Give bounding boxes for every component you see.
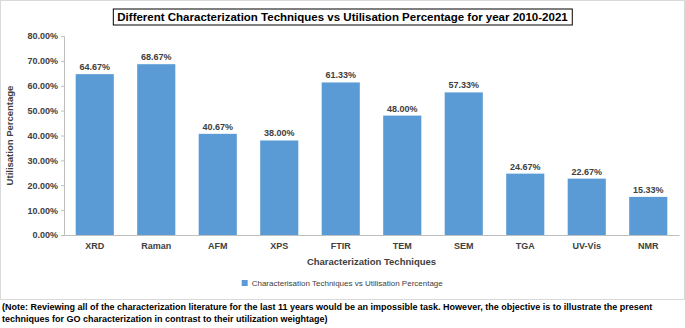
data-label: 38.00% bbox=[264, 128, 295, 138]
bar bbox=[260, 140, 298, 235]
x-tick-label: FTIR bbox=[331, 241, 351, 251]
bar bbox=[322, 82, 360, 235]
y-tick: 0.00% bbox=[32, 230, 64, 240]
x-tick: TGA bbox=[516, 235, 535, 251]
x-tick-label: TEM bbox=[393, 241, 412, 251]
x-tick: SEM bbox=[454, 235, 474, 251]
y-axis: 0.00% 10.00% 20.00% 30.00% 40.00% 50.00% 60.00… bbox=[27, 31, 64, 240]
x-axis-title: Characterization Techniques bbox=[307, 256, 436, 267]
x-tick-label: XPS bbox=[270, 241, 288, 251]
y-axis-title: Utilisation Percentage bbox=[4, 86, 15, 186]
y-tick: 80.00% bbox=[27, 31, 64, 41]
y-tick-mark bbox=[61, 86, 64, 87]
y-tick-label: 0.00% bbox=[32, 230, 58, 240]
x-tick: Raman bbox=[141, 235, 171, 251]
x-tick-label: UV-Vis bbox=[573, 241, 601, 251]
y-tick-mark bbox=[61, 210, 64, 211]
annotation: (Note: Reviewing all of the characteriza… bbox=[2, 301, 682, 325]
data-label: 15.33% bbox=[633, 185, 664, 195]
y-tick-label: 80.00% bbox=[27, 31, 58, 41]
bar bbox=[568, 179, 606, 235]
y-tick-label: 10.00% bbox=[27, 206, 58, 216]
legend-swatch bbox=[242, 280, 248, 286]
y-tick-label: 50.00% bbox=[27, 106, 58, 116]
y-tick: 60.00% bbox=[27, 81, 64, 91]
legend-item: Characterisation Techniques vs Utilisati… bbox=[242, 279, 444, 288]
data-label: 40.67% bbox=[202, 122, 233, 132]
y-tick-mark bbox=[61, 235, 64, 236]
bar bbox=[445, 92, 483, 235]
y-tick-mark bbox=[61, 160, 64, 161]
y-tick-label: 20.00% bbox=[27, 181, 58, 191]
x-tick: XRD bbox=[85, 235, 105, 251]
x-tick: UV-Vis bbox=[573, 235, 601, 251]
chart: Different Characterization Techniques vs… bbox=[0, 0, 685, 300]
y-tick-mark bbox=[61, 36, 64, 37]
bar bbox=[76, 74, 114, 235]
y-tick-label: 40.00% bbox=[27, 131, 58, 141]
y-tick: 30.00% bbox=[27, 156, 64, 166]
data-label: 48.00% bbox=[387, 104, 418, 114]
y-tick-mark bbox=[61, 136, 64, 137]
x-tick: NMR bbox=[638, 235, 659, 251]
bar bbox=[199, 134, 237, 235]
y-tick: 10.00% bbox=[27, 206, 64, 216]
x-tick: XPS bbox=[270, 235, 288, 251]
data-label: 22.67% bbox=[571, 167, 602, 177]
y-tick: 20.00% bbox=[27, 181, 64, 191]
x-tick-label: AFM bbox=[208, 241, 228, 251]
x-axis-line bbox=[65, 235, 680, 236]
x-tick: TEM bbox=[393, 235, 412, 251]
plot: 0.00% 10.00% 20.00% 30.00% 40.00% 50.00% 60.00… bbox=[27, 31, 679, 251]
x-tick-label: SEM bbox=[454, 241, 474, 251]
x-tick-label: NMR bbox=[638, 241, 659, 251]
annotation-group: (Note: Reviewing all of the characteriza… bbox=[2, 301, 682, 325]
y-tick: 50.00% bbox=[27, 106, 64, 116]
data-label: 57.33% bbox=[448, 80, 479, 90]
x-tick: AFM bbox=[208, 235, 228, 251]
data-label: 61.33% bbox=[325, 70, 356, 80]
bar bbox=[629, 197, 667, 235]
data-label: 24.67% bbox=[510, 162, 541, 172]
data-label: 64.67% bbox=[79, 62, 110, 72]
y-tick-label: 60.00% bbox=[27, 81, 58, 91]
x-tick-label: XRD bbox=[85, 241, 105, 251]
x-axis: XRD Raman AFM XPS FTIR TEM SEM TGA UV-Vis NMR bbox=[65, 235, 680, 251]
bars bbox=[76, 64, 668, 235]
x-tick: FTIR bbox=[331, 235, 351, 251]
legend: Characterisation Techniques vs Utilisati… bbox=[242, 279, 444, 288]
bar bbox=[506, 174, 544, 235]
chart-frame bbox=[1, 1, 685, 300]
x-tick-label: TGA bbox=[516, 241, 535, 251]
y-tick-mark bbox=[61, 185, 64, 186]
bar bbox=[383, 116, 421, 235]
y-tick-label: 30.00% bbox=[27, 156, 58, 166]
title-box bbox=[113, 9, 572, 25]
y-tick-mark bbox=[61, 61, 64, 62]
x-tick-label: Raman bbox=[141, 241, 171, 251]
y-tick: 40.00% bbox=[27, 131, 64, 141]
title-group: Different Characterization Techniques vs… bbox=[113, 9, 572, 25]
data-labels: 64.67% 68.67% 40.67% 38.00% 61.33% 48.00% 57.3… bbox=[79, 52, 663, 195]
y-tick: 70.00% bbox=[27, 56, 64, 66]
bar bbox=[137, 64, 175, 235]
y-axis-line bbox=[61, 37, 65, 236]
y-tick-label: 70.00% bbox=[27, 56, 58, 66]
legend-label: Characterisation Techniques vs Utilisati… bbox=[252, 279, 444, 288]
data-label: 68.67% bbox=[141, 52, 172, 62]
y-tick-mark bbox=[61, 111, 64, 112]
title: Different Characterization Techniques vs… bbox=[117, 11, 568, 23]
